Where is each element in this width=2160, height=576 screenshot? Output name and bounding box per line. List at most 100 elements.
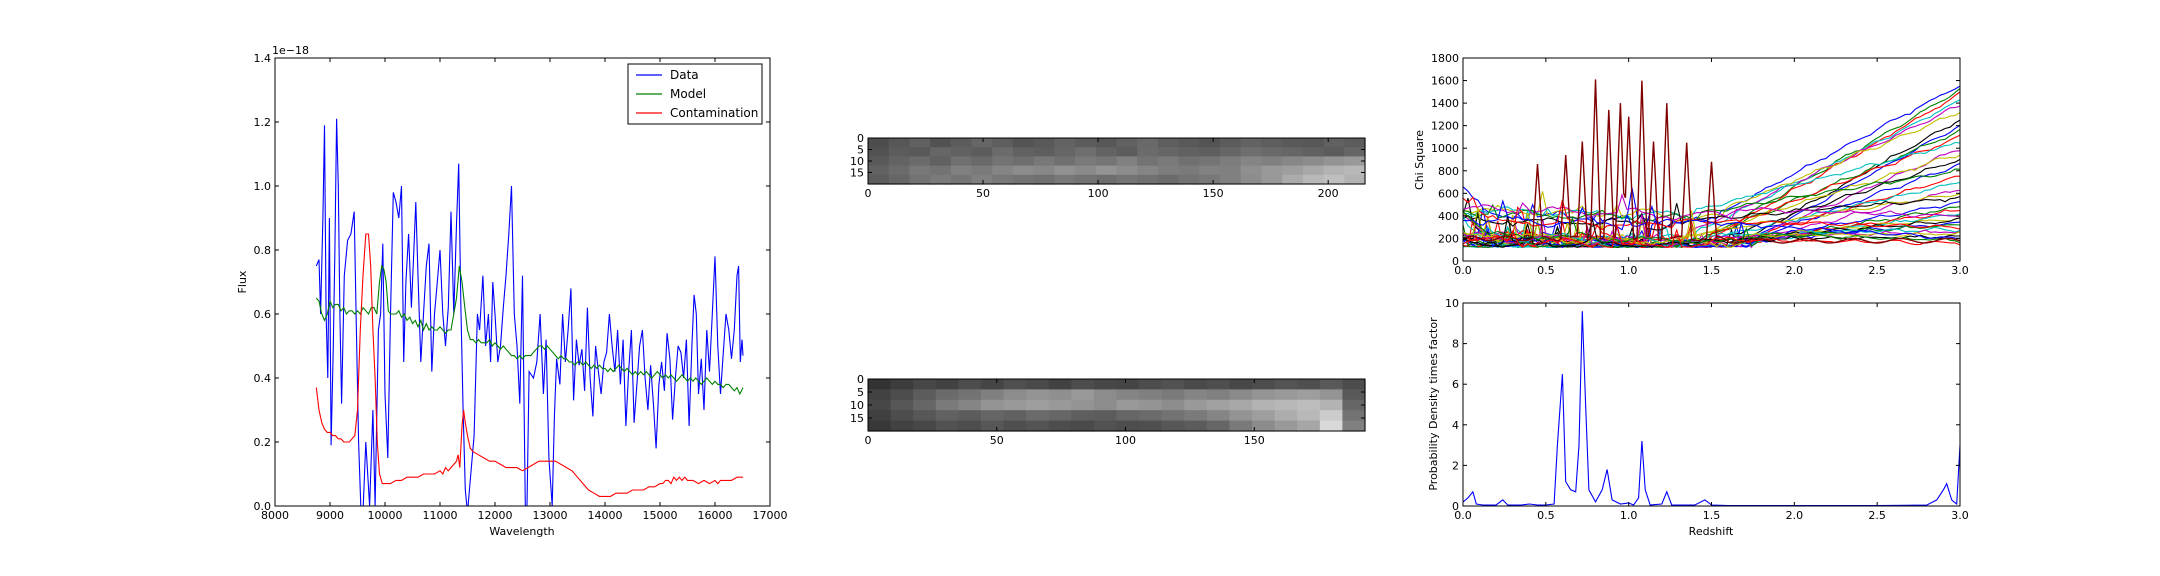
heatmap-cell [958, 389, 982, 401]
x-tick-label: 1.0 [1620, 509, 1638, 522]
heatmap-cell [935, 389, 959, 401]
heatmap-cell [1252, 410, 1276, 422]
heatmap-cell [890, 399, 914, 411]
heatmap-cell [1220, 156, 1242, 167]
heatmap-cell [1297, 420, 1321, 432]
heatmap-cell [1095, 165, 1118, 176]
heatmap-cell [1252, 399, 1276, 411]
heatmap-cell [1274, 410, 1298, 422]
x-tick-label: 0.5 [1537, 264, 1555, 277]
heatmap-cell [1342, 410, 1366, 422]
heatmap-cell [1297, 399, 1321, 411]
heatmap-cell [1157, 174, 1180, 185]
heatmap-cell [1012, 156, 1035, 167]
heatmap-cell [1116, 138, 1138, 148]
heatmap-cell [930, 156, 952, 167]
heatmap-cell [909, 165, 931, 176]
spectrum-image-bottom [868, 379, 1366, 432]
heatmap-cell [888, 156, 911, 167]
heatmap-cell [1048, 410, 1072, 422]
heatmap-cell [1116, 399, 1140, 411]
heatmap-cell [1261, 165, 1283, 176]
heatmap-cell [930, 147, 952, 157]
y-tick-label: 1800 [1431, 52, 1459, 65]
heatmap-cell [1003, 410, 1027, 422]
x-tick-label: 0.5 [1537, 509, 1555, 522]
y-tick-label: 0.2 [254, 436, 272, 449]
heatmap-cell [1323, 138, 1345, 148]
heatmap-cell [930, 138, 952, 148]
heatmap-cell [1116, 156, 1138, 167]
heatmap-cell [1282, 156, 1304, 167]
heatmap-cell [1054, 165, 1076, 176]
chi-square-curve [1463, 215, 1960, 248]
heatmap-cell [913, 389, 937, 401]
heatmap-cell [1252, 420, 1276, 432]
heatmap-cell [1261, 174, 1283, 185]
heatmap-cell [971, 147, 993, 157]
x-tick-label: 11000 [423, 509, 458, 522]
y-tick-label: 8 [1452, 338, 1459, 351]
x-tick-label: 2.0 [1786, 509, 1804, 522]
heatmap-cell [1033, 138, 1055, 148]
x-tick-label: 0 [865, 187, 872, 200]
heatmap-cell [868, 420, 892, 432]
series-line-model [315, 264, 744, 396]
heatmap-cell [1319, 420, 1344, 432]
heatmap-cell [980, 379, 1005, 390]
heatmap-cell [890, 389, 914, 401]
y-tick-label: 2 [1452, 459, 1459, 472]
heatmap-cell [1161, 389, 1185, 401]
heatmap-cell [1161, 379, 1185, 390]
heatmap-cell [958, 410, 982, 422]
heatmap-cell [1137, 165, 1159, 176]
heatmap-cell [888, 138, 911, 148]
series-line-contamination [315, 233, 743, 497]
heatmap-cell [1302, 165, 1325, 176]
heatmap-cell [1274, 420, 1298, 432]
heatmap-cell [913, 410, 937, 422]
heatmap-cell [1116, 389, 1140, 401]
chi-square-curve [1463, 141, 1960, 221]
x-tick-label: 100 [1115, 434, 1136, 447]
heatmap-cell [950, 165, 973, 176]
heatmap-cell [868, 399, 892, 411]
heatmap-cell [992, 156, 1014, 167]
heatmap-cell [1095, 174, 1118, 185]
chi-square-plot-area [1463, 79, 1960, 249]
heatmap-cell [1161, 420, 1185, 432]
heatmap-cell [1302, 147, 1325, 157]
heatmap-cell [1139, 379, 1163, 390]
heatmap-cell [1297, 389, 1321, 401]
y-tick-label: 600 [1438, 187, 1459, 200]
y-tick-label: 1200 [1431, 120, 1459, 133]
heatmap-cell [913, 399, 937, 411]
heatmap-cell [1319, 389, 1344, 401]
spectrum-x-label: Wavelength [489, 525, 554, 538]
heatmap-cell [1116, 420, 1140, 432]
heatmap-cell [1071, 420, 1095, 432]
heatmap-cell [1075, 156, 1097, 167]
chi-square-ticks: 0.0 0.5 1.0 1.5 2.0 2.5 3.0 0 200 400 600 800 1000 12… [1431, 52, 1969, 277]
heatmap-cell [1137, 156, 1159, 167]
heatmap-cell [930, 174, 952, 185]
heatmap-cell [1075, 165, 1097, 176]
chi-square-curve [1463, 112, 1960, 222]
chi-square-curve [1463, 154, 1960, 248]
heatmap-cell [1048, 389, 1072, 401]
heatmap-cell [1323, 147, 1345, 157]
heatmap-cell [1220, 147, 1242, 157]
heatmap-cell [1199, 156, 1221, 167]
heatmap-cell [868, 156, 890, 167]
heatmap-cell [1199, 174, 1221, 185]
heatmap-cell [1342, 399, 1366, 411]
y-tick-label: 0 [1452, 255, 1459, 268]
heatmap-cell [909, 174, 931, 185]
y-tick-label: 1.0 [254, 180, 272, 193]
heatmap-cell [1075, 138, 1097, 148]
heatmap-cell [1184, 420, 1208, 432]
heatmap-cell [1139, 389, 1163, 401]
probability-plot-area [1463, 311, 1960, 506]
heatmap-cell [909, 156, 931, 167]
